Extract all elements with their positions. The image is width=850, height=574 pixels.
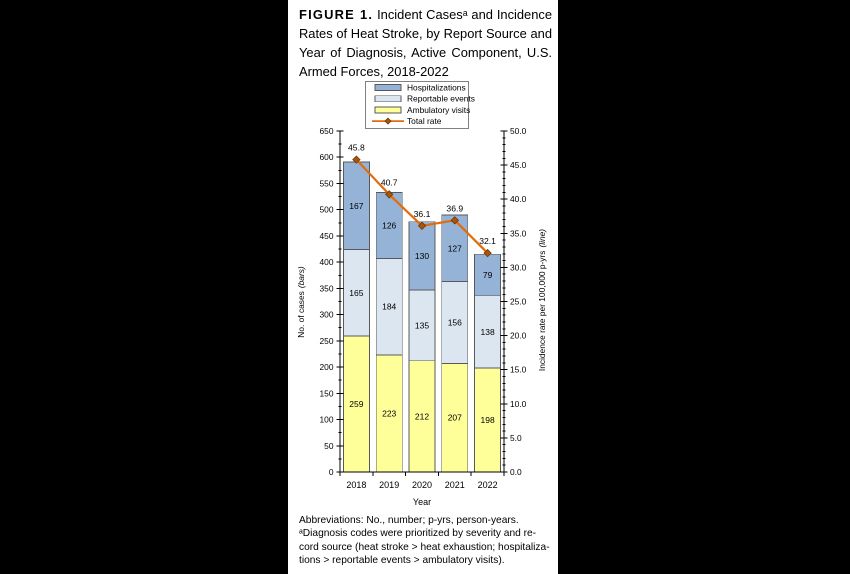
bar-value-label: 165 [349,288,363,298]
legend-label: Ambulatory visits [407,105,470,115]
left-axis-tick-label: 0 [329,467,334,477]
left-axis-tick-label: 50 [324,441,334,451]
left-axis-tick-label: 350 [320,283,334,293]
right-axis-tick-label: 15.0 [510,365,527,375]
bar-segment [474,295,502,369]
bar-segment [408,289,436,362]
x-axis-category-label: 2020 [412,480,432,490]
rate-marker [385,190,394,199]
left-axis-tick-label: 400 [320,257,334,267]
right-axis-title: Incidence rate per 100,000 p-yrs(line) [537,229,547,371]
bar-segment [408,360,436,473]
bar-value-label: 156 [448,317,462,327]
x-axis-category-label: 2018 [346,480,366,490]
left-axis-tick-label: 100 [320,415,334,425]
figure-label: FIGURE 1. [299,7,374,22]
bar-value-label: 135 [415,320,429,330]
bar-value-label: 223 [382,409,396,419]
right-axis-tick-label: 40.0 [510,194,527,204]
footnote-line: Abbreviations: No., number; p-yrs, perso… [299,515,519,526]
rate-value-label: 45.8 [348,143,365,153]
rate-value-label: 36.9 [446,203,463,213]
footnote-line: ᵃDiagnosis codes were prioritized by sev… [299,528,537,540]
bar-segment [441,363,469,473]
figure-panel: FIGURE 1. Incident Casesᵃ and Incidence … [288,0,558,574]
left-axis-tick-label: 300 [320,310,334,320]
left-axis-tick-label: 600 [320,152,334,162]
chart-svg: 259 165 167 223 184 126 212 135 130 207 156 127 198 1… [296,81,547,507]
left-axis-title: No. of cases(bars) [296,266,306,338]
bar-value-label: 126 [382,220,396,230]
x-axis-title: Year [413,497,431,507]
legend-swatch [374,106,402,114]
rate-value-label: 36.1 [414,209,431,219]
footnote-line: tions > reportable events > ambulatory v… [299,555,505,567]
figure-title-text: Incident Casesᵃ and Incidence Rates of H… [299,7,552,79]
bar-value-label: 138 [481,327,495,337]
right-axis-tick-label: 35.0 [510,228,527,238]
legend-label: Hospitalizations [407,83,466,93]
x-axis-category-label: 2021 [445,480,465,490]
left-axis-tick-label: 550 [320,178,334,188]
x-axis-category-label: 2022 [478,480,498,490]
right-axis-tick-label: 20.0 [510,331,527,341]
bar-value-label: 212 [415,411,429,421]
rate-marker [450,216,459,225]
bar-segment [343,161,370,250]
bar-value-label: 130 [415,251,429,261]
left-axis-tick-label: 250 [320,336,334,346]
x-axis-category-label: 2019 [379,480,399,490]
legend-label: Total rate [407,116,442,126]
right-axis-tick-label: 0.0 [510,467,522,477]
right-axis-tick-label: 50.0 [510,126,527,136]
bar-value-label: 127 [448,243,462,253]
bar-value-label: 167 [349,201,363,211]
legend-swatch [374,84,402,91]
bar-segment [441,214,469,282]
rate-marker [417,221,427,230]
figure-footnote: Abbreviations: No., number; p-yrs, perso… [299,514,557,568]
bar-value-label: 207 [448,413,462,423]
right-axis-tick-label: 45.0 [510,160,527,170]
bar-segment [441,281,469,364]
bar-segment [375,354,403,473]
rate-value-label: 32.1 [479,236,496,246]
right-axis-tick-label: 10.0 [510,399,527,409]
rate-marker [483,248,492,258]
rate-value-label: 40.7 [381,177,398,187]
footnote-line: cord source (heat stroke > heat exhausti… [299,541,550,553]
legend-line-marker [384,117,392,125]
left-axis-tick-label: 500 [320,205,334,215]
legend-swatch [374,95,402,103]
bar-segment [375,258,403,356]
left-axis-tick-label: 650 [320,126,334,136]
rate-marker [352,155,361,164]
bar-value-label: 79 [483,270,493,280]
bar-value-label: 259 [349,399,363,409]
legend-label: Reportable events [407,94,475,104]
figure-title: FIGURE 1. Incident Casesᵃ and Incidence … [299,5,552,81]
right-axis-tick-label: 5.0 [510,433,522,443]
left-axis-tick-label: 200 [320,362,334,372]
left-axis-tick-label: 150 [320,388,334,398]
right-axis-tick-label: 30.0 [510,262,527,272]
right-axis-tick-label: 25.0 [510,297,527,307]
bar-value-label: 184 [382,302,396,312]
bar-segment [474,253,502,297]
left-axis-tick-label: 450 [320,231,334,241]
bar-value-label: 198 [481,415,495,425]
